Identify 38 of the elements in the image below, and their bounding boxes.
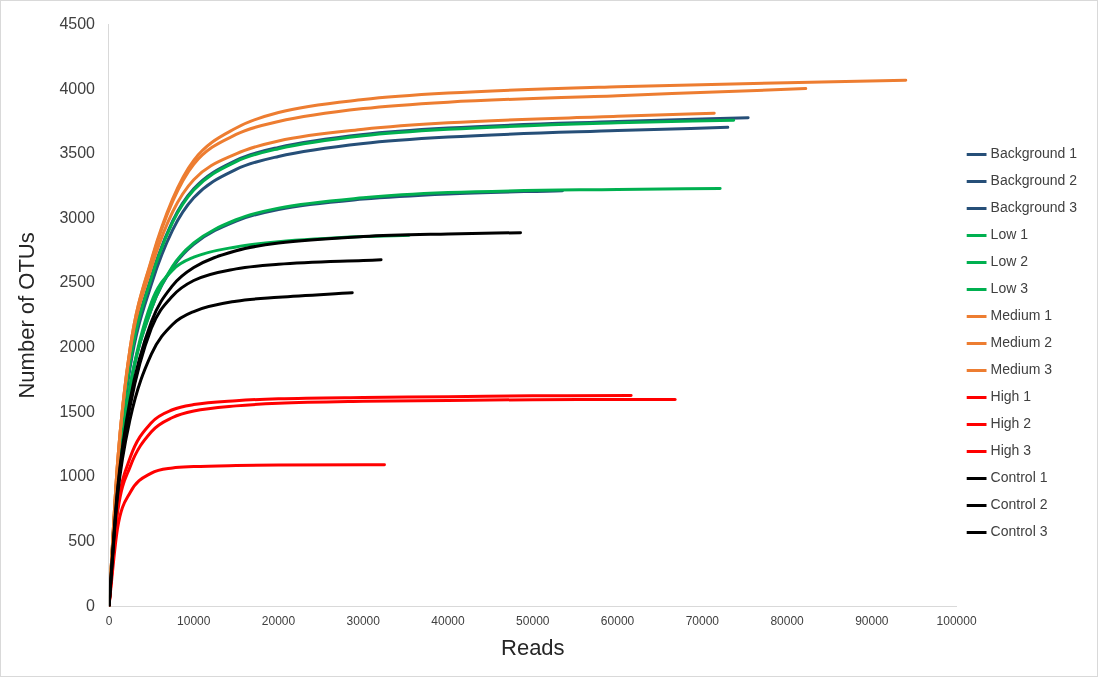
- y-tick-label: 4000: [59, 79, 96, 97]
- x-tick-label: 90000: [855, 613, 889, 628]
- y-tick-label: 1000: [59, 467, 96, 485]
- x-axis-title: Reads: [501, 634, 565, 660]
- legend-label: Background 2: [990, 172, 1078, 189]
- legend-label: Background 3: [990, 199, 1078, 216]
- legend-label: Control 3: [990, 523, 1048, 540]
- x-tick-label: 30000: [346, 613, 381, 628]
- x-tick-label: 60000: [600, 613, 635, 628]
- y-tick-label: 0: [86, 596, 96, 614]
- y-tick-label: 4500: [59, 15, 96, 33]
- x-tick-label: 100000: [936, 613, 977, 628]
- x-tick-label: 20000: [261, 613, 296, 628]
- y-tick-label: 1500: [59, 402, 96, 420]
- legend-label: Medium 3: [990, 361, 1053, 378]
- x-tick-label: 40000: [431, 613, 466, 628]
- legend-label: Low 3: [990, 280, 1029, 297]
- x-tick-label: 0: [105, 613, 113, 628]
- y-tick-label: 2000: [59, 338, 96, 356]
- legend-label: Low 2: [990, 253, 1029, 270]
- legend-label: Medium 2: [990, 334, 1053, 351]
- x-tick-label: 50000: [516, 613, 550, 628]
- x-tick-label: 70000: [685, 613, 720, 628]
- legend-label: High 3: [990, 442, 1032, 459]
- y-tick-label: 500: [68, 531, 96, 549]
- x-tick-label: 10000: [177, 613, 211, 628]
- legend-label: Control 2: [990, 496, 1048, 513]
- legend-label: Low 1: [990, 226, 1029, 243]
- x-tick-label: 80000: [770, 613, 805, 628]
- legend-label: High 2: [990, 415, 1032, 432]
- legend-label: Control 1: [990, 469, 1048, 486]
- y-axis-title: Number of OTUs: [14, 232, 40, 399]
- legend-label: Background 1: [990, 145, 1078, 162]
- y-tick-label: 3500: [59, 144, 96, 162]
- y-tick-label: 3000: [59, 208, 96, 226]
- legend-label: High 1: [990, 388, 1032, 405]
- y-tick-label: 2500: [59, 273, 96, 291]
- legend-label: Medium 1: [990, 307, 1053, 324]
